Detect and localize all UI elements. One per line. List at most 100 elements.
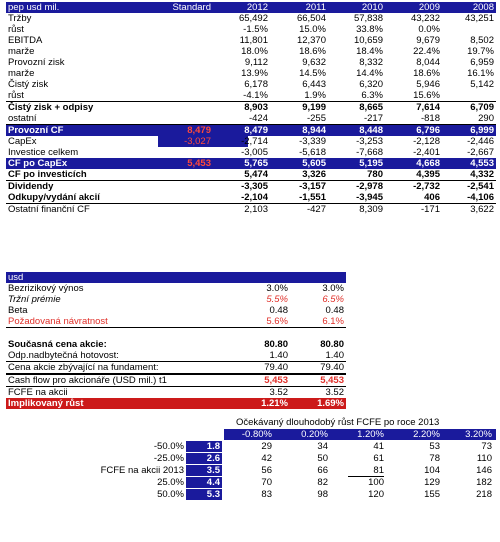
row-label: marže <box>8 68 35 79</box>
valuation-row: Beta 0.48 0.48 <box>6 305 346 316</box>
row-label: Čistý zisk + odpisy <box>8 102 94 113</box>
year-value: 4,553 <box>470 158 494 169</box>
row-label: Provozní zisk <box>8 57 65 68</box>
year-value: 6,178 <box>244 79 268 90</box>
year-value: 6,999 <box>470 125 494 136</box>
year-value: 8,903 <box>244 102 268 113</box>
year-value: 6,796 <box>416 125 440 136</box>
year-value: -5,618 <box>299 147 326 158</box>
implied-price-cell: 41 <box>373 441 384 452</box>
year-value: -427 <box>306 204 326 215</box>
year-value: 3,326 <box>302 169 326 180</box>
year-value: 8,448 <box>359 125 383 136</box>
implied-price-cell: 120 <box>368 489 384 500</box>
scenario-b-value: 5,453 <box>320 375 344 386</box>
year-value: -2,104 <box>241 192 268 203</box>
scenario-b-value: 1.40 <box>325 350 345 361</box>
year-value: -3,005 <box>241 147 268 158</box>
year-value: 9,199 <box>302 102 326 113</box>
implied-price-cell: 129 <box>424 477 440 488</box>
financials-row: Ostatní finanční CF 2,103 -427 8,309 -171 3,6… <box>6 204 496 215</box>
year-value: -255 <box>306 113 326 124</box>
row-label: růst <box>8 24 24 35</box>
growth-col: 0.20% <box>301 429 328 440</box>
financials-row: Odkupy/vydání akcií -2,104 -1,551 -3,945 406… <box>6 192 496 204</box>
year-value: -1,551 <box>299 192 326 203</box>
implied-price-cell: 29 <box>261 441 272 452</box>
growth-col: -0.80% <box>241 429 272 440</box>
row-label: marže <box>8 46 35 57</box>
financials-row: CapEx -3,027 -2,714 -3,339 -3,253 -2,128 -2,44… <box>6 136 496 147</box>
valuation-label: Implikovaný růst <box>8 398 84 409</box>
valuation-label: FCFE na akcii <box>8 387 68 398</box>
valuation-row: FCFE na akcii 3.52 3.52 <box>6 387 346 398</box>
valuation-row: Cash flow pro akcionáře (USD mil.) t1 5,4… <box>6 374 346 387</box>
row-label: Ostatní finanční CF <box>8 204 90 215</box>
year-value: 5,142 <box>470 79 494 90</box>
implied-price-cell: 34 <box>317 441 328 452</box>
year-value: -3,945 <box>356 192 383 203</box>
fcfe-per-share-key: 1.8 <box>186 441 222 452</box>
year-value: -4,106 <box>467 192 494 203</box>
implied-price-cell: 73 <box>481 441 492 452</box>
year-value: 5,605 <box>302 158 326 169</box>
year-value: -2,446 <box>467 136 494 147</box>
valuation-row: Cena akcie zbývající na fundament: 79.40 7… <box>6 362 346 374</box>
year-header: 2009 <box>418 2 440 13</box>
valuation-label: Cash flow pro akcionáře (USD mil.) t1 <box>8 375 167 386</box>
financials-header: pep usd mil. Standard 2012 2011 2010 200… <box>6 2 496 13</box>
implied-price-cell: 98 <box>317 489 328 500</box>
year-value: 4,395 <box>416 169 440 180</box>
sensitivity-table: Očekávaný dlouhodobý růst FCFE po roce 2… <box>6 417 496 501</box>
year-value: 18.4% <box>356 46 383 57</box>
year-value: -3,339 <box>299 136 326 147</box>
implied-price-cell: 42 <box>261 453 272 464</box>
year-value: 5,765 <box>244 158 268 169</box>
financials-row: růst -4.1% 1.9% 6.3% 15.6% <box>6 90 496 102</box>
implied-price-cell: 78 <box>429 453 440 464</box>
fcfe-per-share-key: 5.3 <box>186 489 222 500</box>
valuation-label: Bezrizikový výnos <box>8 283 84 294</box>
year-value: -2,541 <box>467 181 494 192</box>
scenario-a-value: 5.6% <box>266 316 288 327</box>
year-value: 1.9% <box>304 90 326 101</box>
scenario-b-value: 6.5% <box>322 294 344 305</box>
valuation-label: Tržní prémie <box>8 294 61 305</box>
sensitivity-row: -50.0% 1.8 29 34 41 53 73 <box>6 441 496 453</box>
fcfe-change-label: 50.0% <box>157 489 184 500</box>
year-value: -3,253 <box>356 136 383 147</box>
year-header: 2008 <box>472 2 494 13</box>
scenario-b-value: 80.80 <box>320 339 344 350</box>
scenario-b-value: 1.69% <box>317 398 344 409</box>
year-value: 22.4% <box>413 46 440 57</box>
valuation-label: Beta <box>8 305 28 316</box>
year-value: 6,320 <box>359 79 383 90</box>
year-value: -217 <box>363 113 383 124</box>
financials-row: Dividendy -3,305 -3,157 -2,978 -2,732 -2,541 <box>6 181 496 192</box>
scenario-a-value: 5.5% <box>266 294 288 305</box>
year-value: 57,838 <box>353 13 383 24</box>
row-label: Čistý zisk <box>8 79 49 90</box>
financials-table: pep usd mil. Standard 2012 2011 2010 200… <box>6 2 496 215</box>
row-label: CapEx <box>8 136 37 147</box>
implied-price-cell: 110 <box>476 453 492 464</box>
row-label: Odkupy/vydání akcií <box>8 192 100 203</box>
year-value: 11,801 <box>239 35 268 46</box>
year-value: 43,251 <box>464 13 494 24</box>
year-value: 8,479 <box>244 125 268 136</box>
growth-col: 1.20% <box>357 429 384 440</box>
valuation-label: Cena akcie zbývající na fundament: <box>8 362 159 373</box>
row-label: ostatní <box>8 113 37 124</box>
scenario-b-value: 3.52 <box>325 387 345 398</box>
implied-price-cell: 81 <box>348 465 384 477</box>
financials-row: marže 18.0% 18.6% 18.4% 22.4% 19.7% <box>6 46 496 57</box>
year-value: -3,157 <box>299 181 326 192</box>
implied-price-cell: 82 <box>317 477 328 488</box>
year-value: 8,665 <box>359 102 383 113</box>
scenario-a-value: 0.48 <box>269 305 289 316</box>
fcfe-change-label: FCFE na akcii 2013 <box>100 465 184 476</box>
year-value: -2,128 <box>413 136 440 147</box>
year-value: 3,622 <box>470 204 494 215</box>
valuation-currency: usd <box>8 272 24 283</box>
year-value: -1.5% <box>243 24 268 35</box>
